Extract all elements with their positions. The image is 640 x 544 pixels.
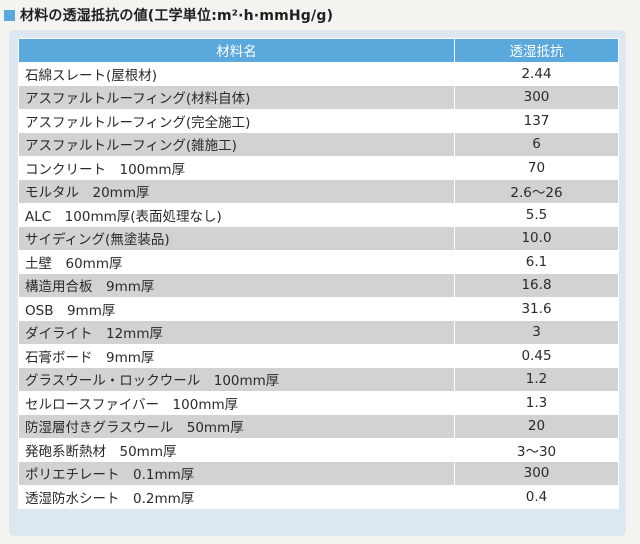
header-vapor-resistance: 透湿抵抗 [454, 38, 619, 63]
header-material-name: 材料名 [18, 38, 455, 63]
material-name-cell: 石膏ボード 9mm厚 [18, 343, 455, 368]
material-name-cell: アスファルトルーフィング(雑施工) [18, 132, 455, 157]
table-row: 土壁 60mm厚 6.1 [18, 249, 619, 274]
table-body: 石綿スレート(屋根材) 2.44 アスファルトルーフィング(材料自体) 300 アスファ… [18, 61, 619, 509]
title-marker-square [4, 9, 15, 21]
page-title: 材料の透湿抵抗の値(工学単位:m²·h·mmHg/g) [20, 8, 334, 24]
vapor-resistance-cell: 31.6 [454, 296, 619, 321]
material-name-cell: ALC 100mm厚(表面処理なし) [18, 202, 455, 227]
table-row: 防湿層付きグラスウール 50mm厚 20 [18, 414, 619, 439]
vapor-resistance-cell: 10.0 [454, 226, 619, 251]
vapor-resistance-cell: 1.2 [454, 367, 619, 392]
vapor-resistance-cell: 2.44 [454, 61, 619, 86]
vapor-resistance-cell: 5.5 [454, 202, 619, 227]
vapor-resistance-cell: 0.4 [454, 484, 619, 509]
vapor-resistance-cell: 6.1 [454, 249, 619, 274]
table-header-row: 材料名 透湿抵抗 [18, 38, 619, 63]
table-row: 透湿防水シート 0.2mm厚 0.4 [18, 484, 619, 509]
material-name-cell: 発砲系断熱材 50mm厚 [18, 437, 455, 462]
vapor-resistance-cell: 300 [454, 461, 619, 486]
material-name-cell: ダイライト 12mm厚 [18, 320, 455, 345]
material-name-cell: OSB 9mm厚 [18, 296, 455, 321]
table-row: ALC 100mm厚(表面処理なし) 5.5 [18, 202, 619, 227]
table-row: 石綿スレート(屋根材) 2.44 [18, 61, 619, 86]
material-name-cell: 透湿防水シート 0.2mm厚 [18, 484, 455, 509]
material-name-cell: コンクリート 100mm厚 [18, 155, 455, 180]
table-row: コンクリート 100mm厚 70 [18, 155, 619, 180]
material-name-cell: セルロースファイバー 100mm厚 [18, 390, 455, 415]
vapor-resistance-cell: 300 [454, 85, 619, 110]
vapor-resistance-cell: 3 [454, 320, 619, 345]
table-row: サイディング(無塗装品) 10.0 [18, 226, 619, 251]
table-row: アスファルトルーフィング(完全施工) 137 [18, 108, 619, 133]
material-name-cell: 防湿層付きグラスウール 50mm厚 [18, 414, 455, 439]
vapor-resistance-table: 材料名 透湿抵抗 石綿スレート(屋根材) 2.44 アスファルトルーフィング(材料自… [18, 38, 619, 509]
table-row: アスファルトルーフィング(材料自体) 300 [18, 85, 619, 110]
material-name-cell: グラスウール・ロックウール 100mm厚 [18, 367, 455, 392]
vapor-resistance-cell: 0.45 [454, 343, 619, 368]
table-row: モルタル 20mm厚 2.6〜26 [18, 179, 619, 204]
table-row: ポリエチレート 0.1mm厚 300 [18, 461, 619, 486]
material-name-cell: アスファルトルーフィング(完全施工) [18, 108, 455, 133]
material-name-cell: 土壁 60mm厚 [18, 249, 455, 274]
table-row: アスファルトルーフィング(雑施工) 6 [18, 132, 619, 157]
table-row: 石膏ボード 9mm厚 0.45 [18, 343, 619, 368]
material-name-cell: モルタル 20mm厚 [18, 179, 455, 204]
material-name-cell: サイディング(無塗装品) [18, 226, 455, 251]
vapor-resistance-cell: 1.3 [454, 390, 619, 415]
vapor-resistance-cell: 20 [454, 414, 619, 439]
table-row: セルロースファイバー 100mm厚 1.3 [18, 390, 619, 415]
table-row: ダイライト 12mm厚 3 [18, 320, 619, 345]
material-name-cell: 構造用合板 9mm厚 [18, 273, 455, 298]
material-name-cell: アスファルトルーフィング(材料自体) [18, 85, 455, 110]
table-row: OSB 9mm厚 31.6 [18, 296, 619, 321]
vapor-resistance-cell: 3〜30 [454, 437, 619, 462]
table-row: 構造用合板 9mm厚 16.8 [18, 273, 619, 298]
vapor-resistance-cell: 16.8 [454, 273, 619, 298]
vapor-resistance-cell: 2.6〜26 [454, 179, 619, 204]
vapor-resistance-cell: 6 [454, 132, 619, 157]
vapor-resistance-cell: 70 [454, 155, 619, 180]
material-name-cell: 石綿スレート(屋根材) [18, 61, 455, 86]
vapor-resistance-cell: 137 [454, 108, 619, 133]
material-name-cell: ポリエチレート 0.1mm厚 [18, 461, 455, 486]
table-row: 発砲系断熱材 50mm厚 3〜30 [18, 437, 619, 462]
title-row: 材料の透湿抵抗の値(工学単位:m²·h·mmHg/g) [4, 2, 333, 28]
table-row: グラスウール・ロックウール 100mm厚 1.2 [18, 367, 619, 392]
